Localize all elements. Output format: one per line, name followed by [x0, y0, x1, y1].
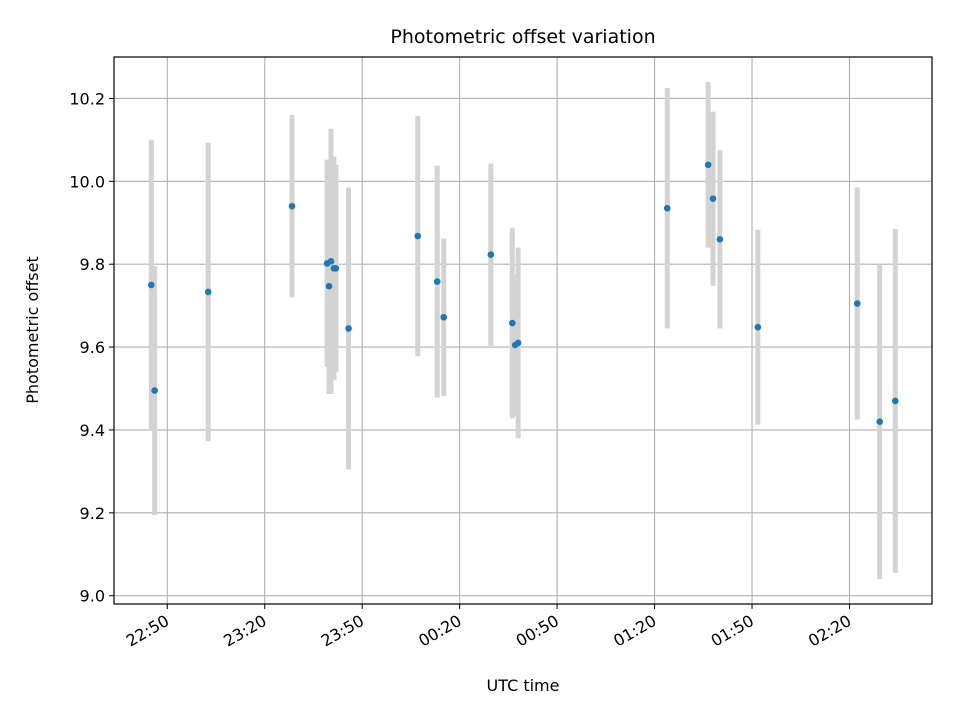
x-tick-label: 02:20	[805, 611, 854, 651]
data-point	[754, 323, 762, 331]
x-tick-label: 00:50	[513, 611, 562, 651]
y-axis-label: Photometric offset	[23, 256, 42, 404]
data-point	[327, 257, 335, 265]
x-tick-label: 01:50	[708, 611, 757, 651]
y-tick-label: 10.2	[69, 89, 105, 108]
data-point	[414, 232, 422, 240]
data-point	[151, 387, 158, 394]
y-tick-label: 9.0	[80, 587, 105, 606]
y-tick-label: 9.8	[80, 255, 105, 274]
data-point	[514, 339, 522, 347]
error-bars	[148, 81, 898, 580]
data-point	[876, 418, 883, 425]
data-point	[148, 281, 155, 289]
data-point	[508, 319, 516, 327]
x-axis: 22:50 23:20 23:50 00:20 00:50 01:20 01:50 02:20	[123, 604, 854, 651]
data-point	[663, 204, 671, 212]
data-point	[709, 195, 717, 203]
data-points	[148, 161, 899, 425]
data-point	[853, 300, 861, 307]
x-tick-label: 23:50	[318, 611, 367, 651]
data-point	[325, 282, 333, 290]
data-point	[891, 397, 899, 405]
y-axis: 9.0 9.2 9.4 9.6 9.8 10.0 10.2	[69, 89, 114, 606]
x-axis-label: UTC time	[487, 676, 560, 695]
y-tick-label: 9.2	[80, 504, 105, 523]
y-tick-label: 10.0	[69, 172, 105, 191]
x-tick-label: 00:20	[415, 611, 464, 651]
data-point	[716, 236, 724, 243]
x-tick-label: 01:20	[610, 611, 659, 651]
y-tick-label: 9.6	[80, 338, 105, 357]
data-point	[345, 325, 352, 332]
grid	[114, 57, 932, 604]
data-point	[433, 278, 441, 285]
x-tick-label: 23:20	[220, 611, 269, 651]
plot-frame	[113, 56, 933, 605]
x-tick-label: 22:50	[123, 611, 172, 651]
data-point	[704, 161, 712, 169]
chart-title: Photometric offset variation	[390, 26, 655, 48]
data-point	[487, 251, 495, 258]
y-tick-label: 9.4	[80, 421, 105, 440]
data-point	[288, 202, 296, 210]
data-point	[204, 288, 212, 296]
data-point	[332, 265, 340, 272]
data-point	[440, 313, 448, 321]
